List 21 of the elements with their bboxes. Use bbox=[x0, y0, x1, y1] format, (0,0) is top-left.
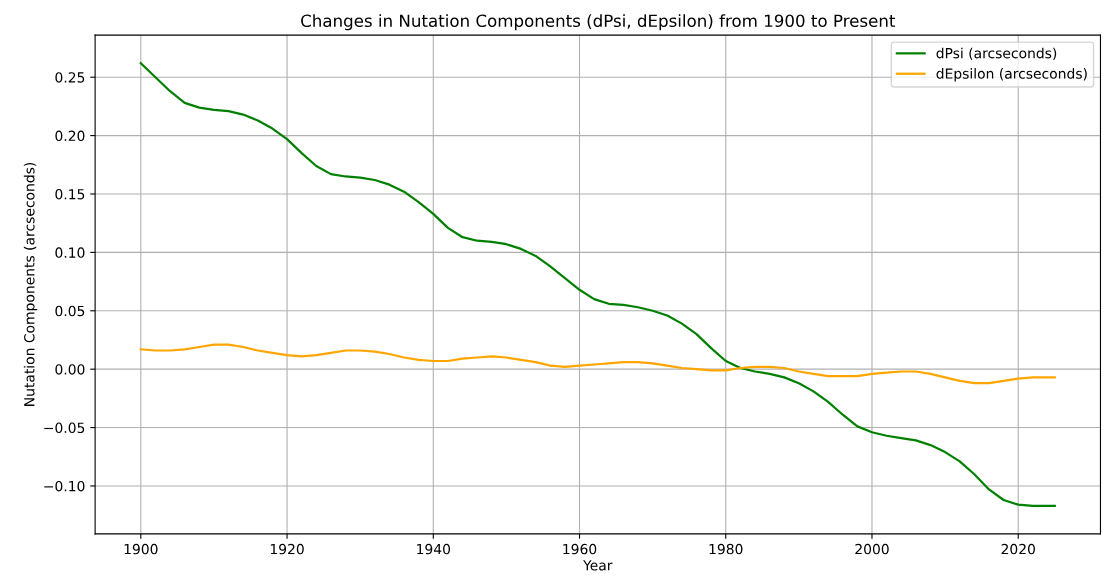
y-tick-label: 0.00 bbox=[55, 364, 85, 375]
x-tick-label: 1980 bbox=[709, 543, 743, 555]
y-tick-label: 0.05 bbox=[55, 305, 85, 317]
y-tick-label: 0.20 bbox=[55, 130, 85, 142]
x-tick-label: 1960 bbox=[563, 543, 597, 555]
line-series bbox=[139, 343, 1056, 385]
y-axis-title: Nutation Components (arcseconds) bbox=[23, 162, 38, 406]
x-tick-label: 2020 bbox=[1001, 543, 1035, 555]
y-tick-label: −0.10 bbox=[44, 480, 85, 492]
y-tick-label: 0.15 bbox=[55, 188, 85, 200]
x-tick-label: 1900 bbox=[124, 543, 158, 555]
x-tick-label: 2000 bbox=[855, 543, 889, 555]
x-tick-label: 1920 bbox=[270, 543, 304, 555]
legend-label: dPsi (arcseconds) bbox=[936, 47, 1057, 61]
legend-label: dEpsilon (arcseconds) bbox=[936, 68, 1087, 82]
x-tick-label: 1940 bbox=[417, 543, 451, 555]
y-tick-label: 0.10 bbox=[55, 247, 85, 258]
x-axis-title: Year bbox=[583, 560, 613, 571]
chart-title: Changes in Nutation Components (dPsi, dEpsilon) from 1900 to Present bbox=[301, 14, 896, 31]
y-tick-label: 0.25 bbox=[55, 72, 85, 83]
y-tick-label: −0.05 bbox=[44, 422, 85, 434]
